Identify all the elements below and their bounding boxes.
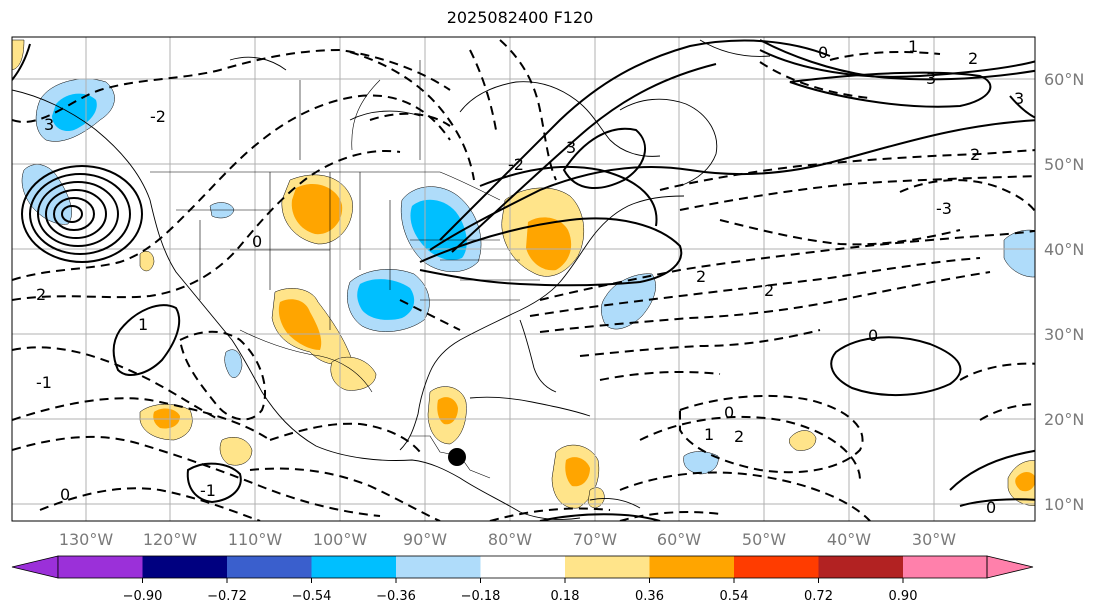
colorbar-tick-label: −0.72 [207,589,247,604]
contour-label: -2 [508,155,524,174]
coastlines [12,39,771,520]
negative-anomaly-blob [683,451,719,475]
contour-label: 3 [566,138,576,157]
positive-anomaly-blob [789,430,817,451]
contour-label: 0 [818,43,828,62]
colorbar-tick-label: 0.36 [635,589,664,604]
colorbar: −0.90 −0.72 −0.54 −0.36 −0.18 0.18 0.36 … [11,555,1034,604]
colorbar-underflow-triangle [11,555,59,579]
contour-label: 0 [868,326,878,345]
contour-label: -1 [36,373,52,392]
positive-anomaly-core [291,184,343,235]
contour-label-group: 0 0 0 0 0 0 1 1 1 2 2 2 2 2 2 3 3 3 3 -1… [36,37,1024,517]
colorbar-overflow-triangle [986,555,1034,579]
contour-label: 1 [908,37,918,56]
contour-label: 2 [970,145,980,164]
colorbar-tick-label: 0.90 [889,589,918,604]
positive-anomaly-blob [219,437,253,466]
contour-label: 3 [44,115,54,134]
contour-label: 0 [724,403,734,422]
height-contours-dashed [12,39,1035,521]
negative-anomaly-blob [601,273,656,330]
longitude-labels: 130°W 120°W 110°W 100°W 90°W 80°W 70°W 6… [59,530,956,549]
contour-label: 3 [1014,89,1024,108]
colorbar-tick-label: −0.90 [123,589,163,604]
colorbar-bin [565,556,650,578]
latitude-labels: 60°N 50°N 40°N 30°N 20°N 10°N [1044,70,1084,514]
lon-label: 130°W [59,530,114,549]
positive-anomaly-core [437,397,458,425]
contour-label: 1 [704,425,714,444]
colorbar-tick-label: 0.18 [551,589,580,604]
contour-label: 2 [696,267,706,286]
map-frame [11,36,1036,522]
contour-label: 2 [764,281,774,300]
height-contours [12,39,1035,521]
positive-anomaly-core [278,299,322,350]
map-area [12,37,1035,521]
positive-anomaly-core [565,457,590,487]
colorbar-bin [311,556,396,578]
colorbar-bin [227,556,312,578]
graticule [12,37,1035,521]
positive-anomaly-core [526,217,572,271]
contour-label: 0 [986,498,996,517]
contour-label: 2 [36,285,46,304]
colorbar-tick-label: 0.72 [804,589,833,604]
lon-label: 90°W [403,530,447,549]
colorbar-bin [734,556,819,578]
colorbar-bin [396,556,481,578]
lat-label: 40°N [1044,240,1084,259]
contour-label: 2 [734,427,744,446]
lon-label: 80°W [488,530,532,549]
positive-anomaly-core [1015,472,1035,492]
contour-label: -2 [150,107,166,126]
negative-anomaly-core [357,279,415,320]
positive-anomaly-blob [587,487,605,508]
lon-label: 100°W [313,530,368,549]
map-title: 2025082400 F120 [446,8,594,27]
colorbar-bin [818,556,903,578]
contour-label: 2 [968,49,978,68]
positive-anomaly-blob [139,251,155,272]
colorbar-tick-label: −0.36 [376,589,416,604]
contour-label: 1 [138,315,148,334]
contour-label: 0 [60,485,70,504]
colorbar-bin [649,556,734,578]
contour-label: 3 [926,69,936,88]
colorbar-bin [903,556,987,578]
colorbar-bin [58,556,143,578]
lon-label: 110°W [228,530,283,549]
lon-label: 50°W [742,530,786,549]
lon-label: 30°W [912,530,956,549]
contour-label: -3 [936,199,952,218]
lat-label: 60°N [1044,70,1084,89]
negative-anomaly-blob [224,349,243,378]
lon-label: 70°W [573,530,617,549]
shaded-anomalies [12,39,1035,509]
lon-label: 120°W [143,530,198,549]
colorbar-ticks [142,578,904,583]
lon-label: 40°W [827,530,871,549]
lat-label: 10°N [1044,495,1084,514]
colorbar-frame [57,555,988,579]
lat-label: 20°N [1044,410,1084,429]
lon-label: 60°W [657,530,701,549]
lat-label: 30°N [1044,325,1084,344]
lat-label: 50°N [1044,155,1084,174]
location-marker [448,448,466,466]
colorbar-bin [480,556,565,578]
colorbar-tick-label: −0.18 [461,589,501,604]
colorbar-tick-label: −0.54 [292,589,332,604]
contour-label: 0 [252,232,262,251]
colorbar-tick-label: 0.54 [720,589,749,604]
colorbar-bin [142,556,227,578]
contour-label: -1 [200,481,216,500]
